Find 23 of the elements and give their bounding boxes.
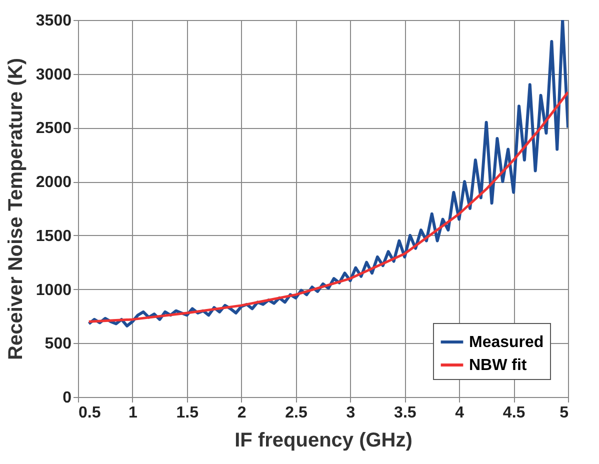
y-axis-title: Receiver Noise Temperature (K) — [4, 58, 27, 360]
x-tick-label: 2 — [237, 404, 246, 422]
x-tick-label: 1.5 — [176, 404, 199, 422]
y-tick-label: 0 — [62, 390, 72, 406]
x-tick-label: 4 — [455, 404, 464, 422]
y-tick-label: 3500 — [36, 12, 72, 30]
y-tick-label: 2500 — [36, 120, 72, 138]
x-tick-label: 1 — [128, 404, 138, 422]
line-series — [88, 90, 568, 323]
y-tick-label: 500 — [44, 336, 72, 353]
x-axis-title: IF frequency (GHz) — [234, 430, 412, 452]
x-tick-label: 4.5 — [502, 404, 526, 422]
y-tick-label: 1500 — [36, 228, 72, 245]
x-tick-label: 3 — [346, 404, 356, 422]
x-tick-label: 0.5 — [78, 404, 101, 422]
y-tick-label: 3000 — [36, 66, 72, 84]
legend-label: NBW fit — [469, 357, 528, 374]
x-tick-label: 5 — [560, 404, 569, 422]
x-tick-label: 2.5 — [285, 404, 308, 422]
legend-label: Measured — [469, 334, 544, 351]
x-tick-label: 3.5 — [394, 404, 416, 422]
y-tick-label: 1000 — [36, 282, 72, 299]
y-tick-label: 2000 — [36, 174, 72, 192]
